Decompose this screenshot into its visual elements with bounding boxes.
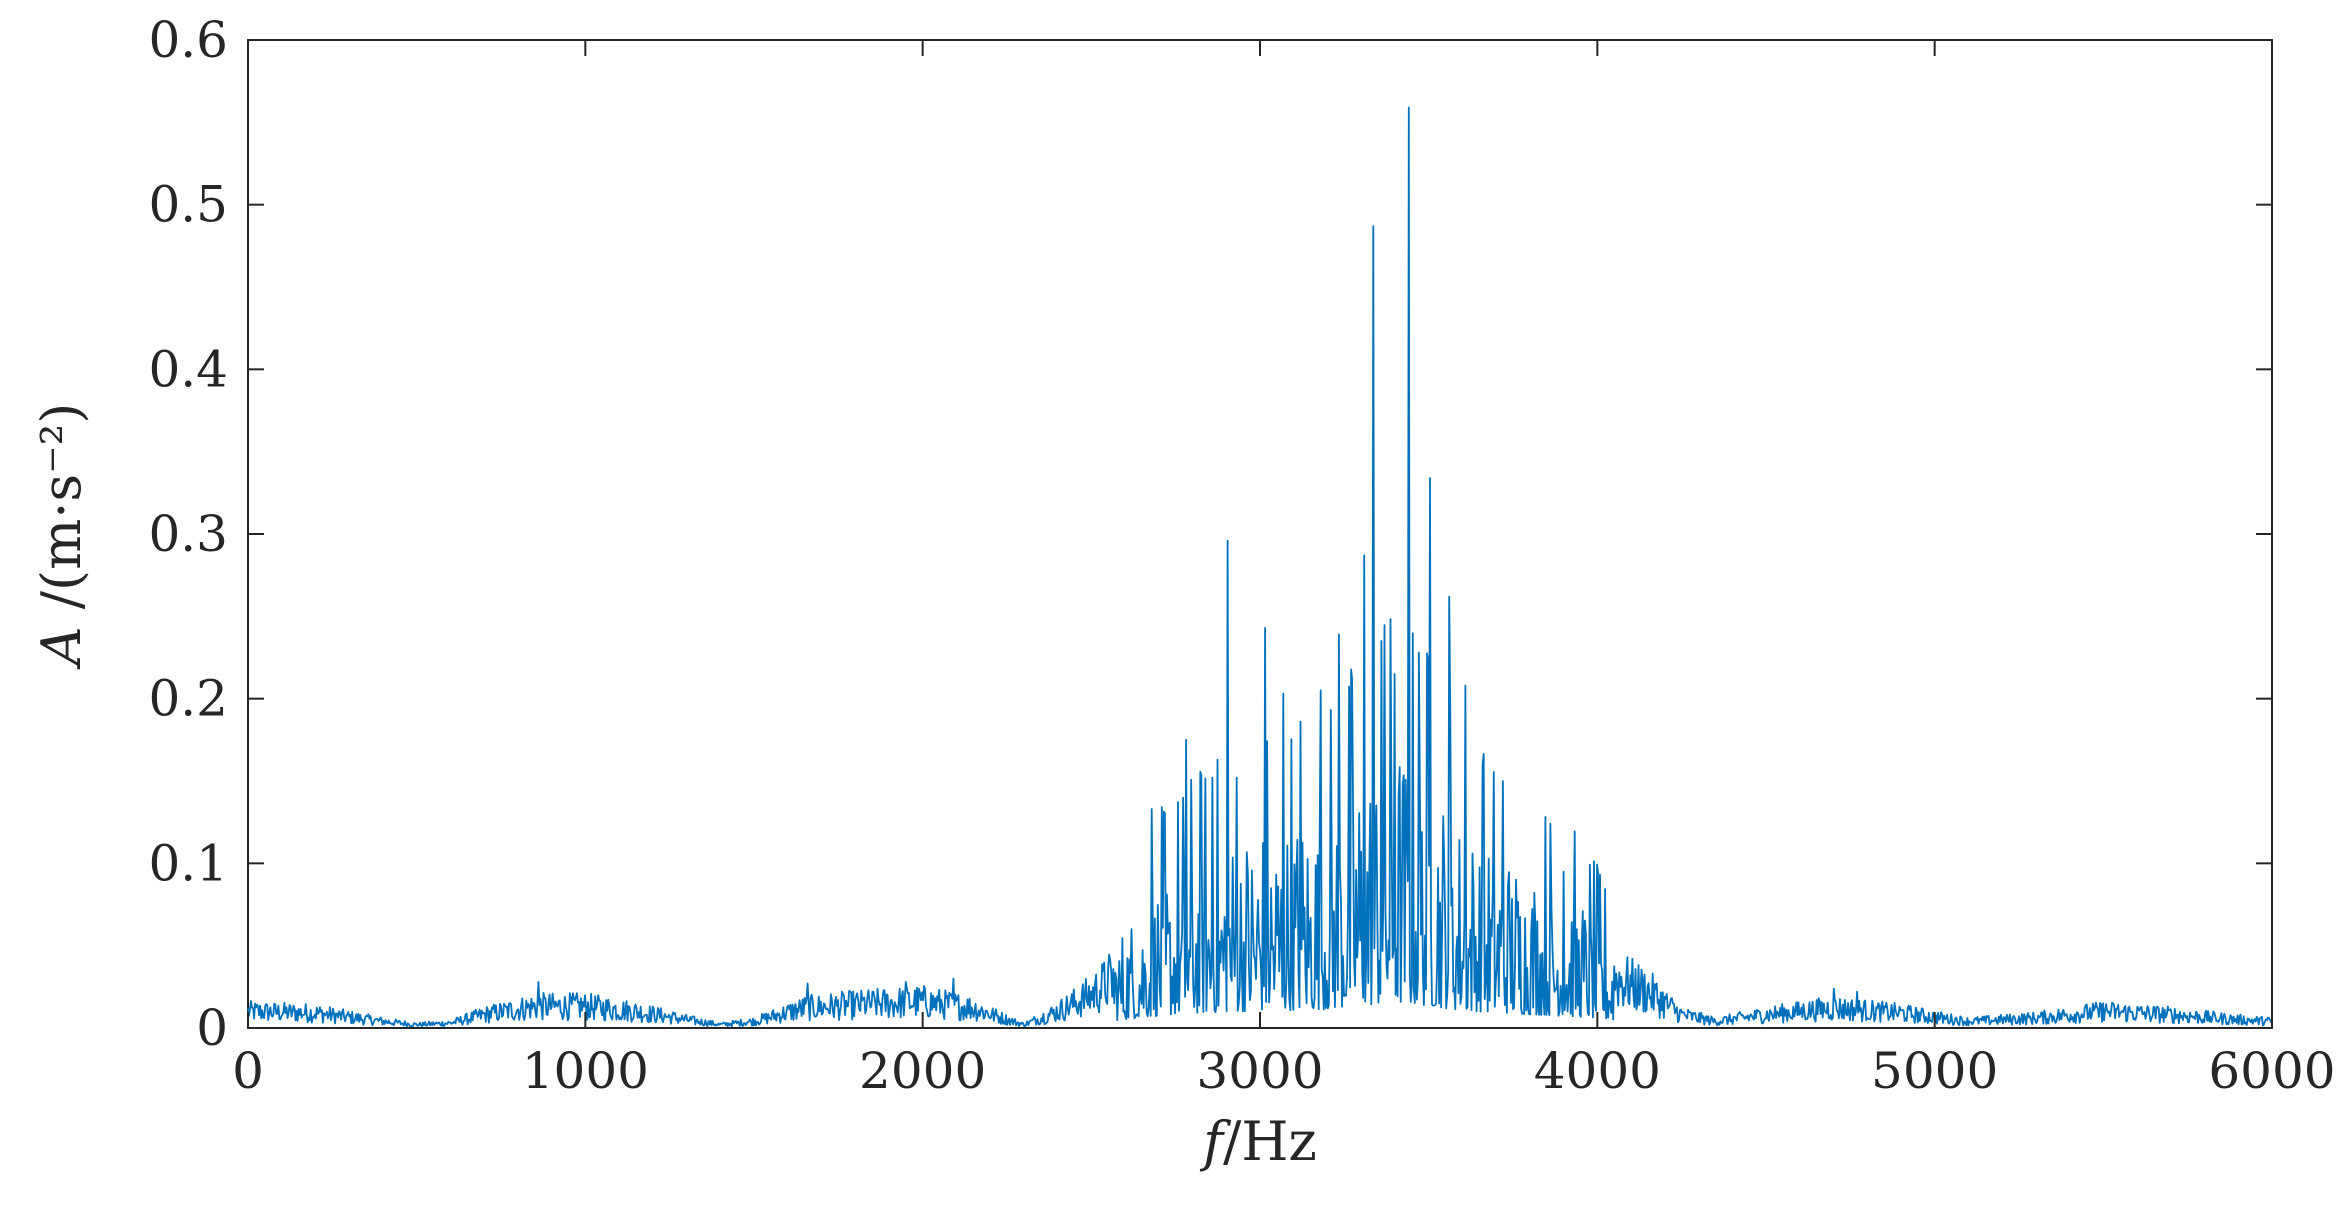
plot-frame <box>247 39 2273 1029</box>
x-tick-label: 3000 <box>1196 1042 1323 1100</box>
y-tick-label: 0.5 <box>148 176 228 234</box>
y-tick-label: 0 <box>196 999 228 1057</box>
plot-area <box>247 39 2273 1029</box>
y-tick-label: 0.2 <box>148 670 228 728</box>
x-tick-label: 0 <box>232 1042 264 1100</box>
y-tick-label: 0.1 <box>148 834 228 892</box>
y-tick-label: 0.3 <box>148 505 228 563</box>
y-axis-label: A /(m·s⁻²) <box>30 403 93 671</box>
x-tick-label: 4000 <box>1534 1042 1661 1100</box>
x-axis-label: f/Hz <box>1199 1110 1317 1173</box>
x-tick-label: 1000 <box>522 1042 649 1100</box>
y-axis-ticks: 0 0.1 0.2 0.3 0.4 0.5 0.6 <box>148 11 2272 1057</box>
y-tick-label: 0.4 <box>148 340 228 398</box>
x-axis-ticks: 0 1000 2000 3000 4000 5000 6000 <box>232 40 2336 1100</box>
x-tick-label: 5000 <box>1871 1042 1998 1100</box>
y-tick-label: 0.6 <box>148 11 228 69</box>
x-tick-label: 6000 <box>2208 1042 2335 1100</box>
x-tick-label: 2000 <box>859 1042 986 1100</box>
